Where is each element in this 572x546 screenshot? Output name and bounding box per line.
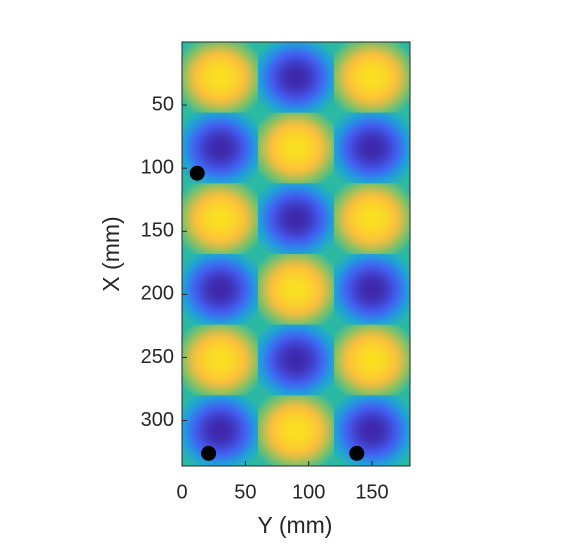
heatmap-cell (182, 324, 258, 396)
y-tick-label: 50 (152, 93, 174, 115)
axes-frame (181, 41, 411, 467)
heatmap-cell (258, 395, 334, 466)
heatmap-cell (334, 183, 410, 254)
x-tick-label: 100 (292, 481, 325, 503)
heatmap-cell (334, 395, 410, 466)
heatmap-cell (334, 254, 410, 325)
y-tick-label: 100 (141, 156, 174, 178)
x-axis-label: Y (mm) (258, 512, 333, 538)
x-tick-label: 50 (234, 481, 256, 503)
heatmap-cell (182, 395, 258, 466)
y-tick-label: 150 (141, 220, 174, 242)
heatmap-cell (258, 183, 334, 254)
y-tick-label: 200 (141, 283, 174, 305)
heatmap-cell (182, 42, 258, 113)
heatmap-cell (258, 254, 334, 325)
heatmap-cell (182, 254, 258, 325)
y-tick-label: 300 (141, 409, 174, 431)
scatter-point (349, 445, 365, 461)
heatmap-cell (258, 42, 334, 113)
x-tick-label: 150 (355, 481, 388, 503)
heatmap-cell (258, 112, 334, 184)
scatter-point (189, 165, 205, 181)
y-tick-label: 250 (141, 346, 174, 368)
x-tick-label: 0 (176, 481, 187, 503)
y-axis-label: X (mm) (98, 216, 124, 291)
heatmap-area (182, 42, 410, 466)
heatmap-cell (334, 112, 410, 184)
heatmap-cell (334, 324, 410, 396)
scatter-point (201, 445, 217, 461)
axes: 0 50 100 150 50 100 150 200 250 300 (141, 41, 411, 503)
heatmap-cell (258, 324, 334, 396)
heatmap-cell (334, 42, 410, 113)
heatmap-cell (182, 183, 258, 254)
